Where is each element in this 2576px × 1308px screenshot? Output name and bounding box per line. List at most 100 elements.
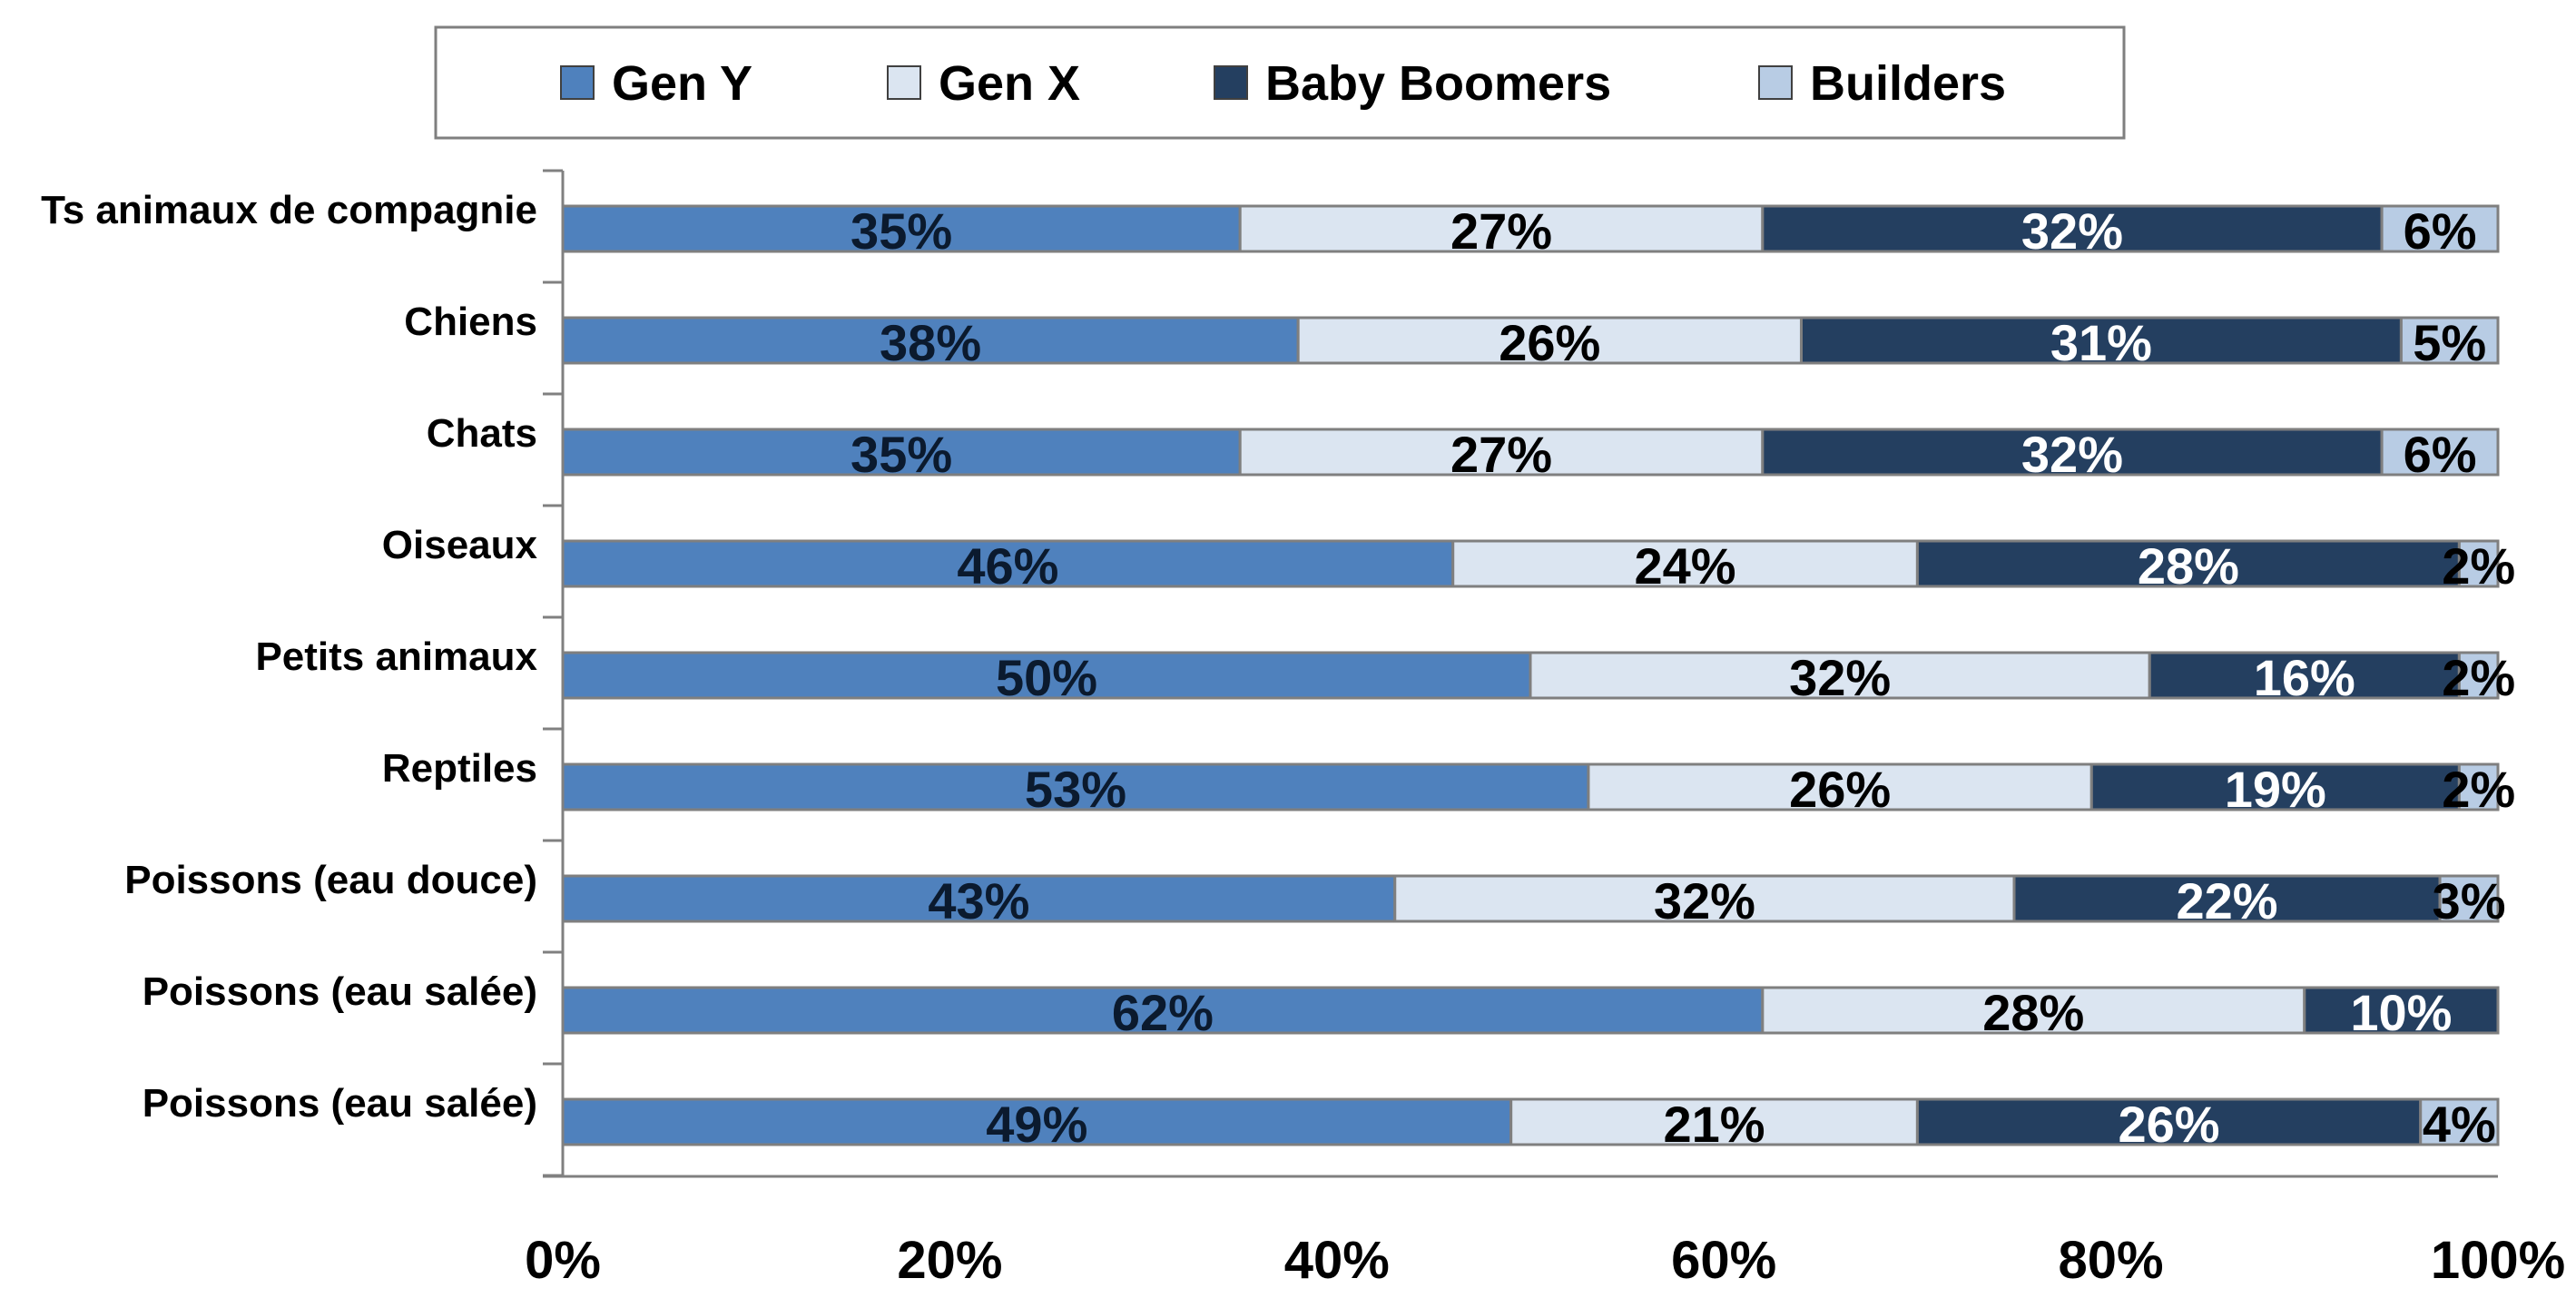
data-label-gen-x-3: 27% xyxy=(1450,426,1552,483)
bar-row-6: 53% 26% 19% 2% xyxy=(561,761,2515,818)
data-label-gen-y-4: 46% xyxy=(957,537,1058,595)
data-label-gen-x-7: 32% xyxy=(1654,872,1755,929)
bar-row-9: 49% 21% 26% 4% xyxy=(561,1096,2500,1153)
data-label-builders-4: 2% xyxy=(2442,537,2515,595)
category-label-5: Petits animaux xyxy=(255,634,537,679)
legend: Gen Y Gen X Baby Boomers Builders xyxy=(434,25,2126,140)
bar-gen-x-7 xyxy=(1393,874,2016,923)
legend-item-gen-y: Gen Y xyxy=(560,56,752,111)
data-label-baby-boomers-5: 16% xyxy=(2254,649,2355,706)
bar-builders-4 xyxy=(2457,539,2500,588)
bar-builders-3 xyxy=(2380,428,2500,477)
data-label-baby-boomers-9: 26% xyxy=(2119,1096,2220,1153)
data-label-gen-y-2: 38% xyxy=(880,314,981,371)
bar-gen-x-8 xyxy=(1761,986,2306,1035)
legend-label-baby-boomers: Baby Boomers xyxy=(1265,56,1611,111)
data-label-gen-y-1: 35% xyxy=(850,202,952,260)
data-label-baby-boomers-7: 22% xyxy=(2176,872,2277,929)
legend-item-builders: Builders xyxy=(1758,56,2006,111)
bar-builders-9 xyxy=(2419,1097,2500,1146)
bar-gen-y-6 xyxy=(561,762,1590,811)
legend-item-gen-x: Gen X xyxy=(887,56,1080,111)
x-tick-label-5: 100% xyxy=(2431,1231,2565,1290)
bar-row-5: 50% 32% 16% 2% xyxy=(561,649,2515,706)
bar-gen-y-1 xyxy=(561,204,1242,253)
bar-row-1: 35% 27% 32% 6% xyxy=(561,202,2500,260)
category-label-7: Poissons (eau douce) xyxy=(124,858,537,902)
data-label-builders-7: 3% xyxy=(2433,872,2506,929)
x-tick-label-0: 0% xyxy=(525,1231,601,1290)
legend-swatch-gen-y xyxy=(560,65,595,100)
x-tick-label-2: 40% xyxy=(1284,1231,1390,1290)
bar-builders-2 xyxy=(2399,316,2500,365)
legend-swatch-builders xyxy=(1758,65,1793,100)
data-label-gen-y-9: 49% xyxy=(986,1096,1087,1153)
category-label-3: Chats xyxy=(427,411,537,456)
bar-builders-7 xyxy=(2438,874,2500,923)
data-label-baby-boomers-2: 31% xyxy=(2050,314,2152,371)
legend-swatch-baby-boomers xyxy=(1214,65,1248,100)
bars: 35% 27% 32% 6% 38% 26% 31% 5% 35% 27% 32% 6% 46% 24% 2… xyxy=(561,202,2515,1153)
bar-baby-boomers-2 xyxy=(1799,316,2403,365)
data-label-gen-x-9: 21% xyxy=(1663,1096,1765,1153)
data-label-gen-x-2: 26% xyxy=(1499,314,1600,371)
bar-gen-y-5 xyxy=(561,651,1532,700)
bar-row-7: 43% 32% 22% 3% xyxy=(561,872,2506,929)
bar-gen-x-5 xyxy=(1529,651,2151,700)
data-label-baby-boomers-4: 28% xyxy=(2138,537,2239,595)
bar-row-8: 62% 28% 10% xyxy=(561,984,2500,1041)
bar-baby-boomers-6 xyxy=(2089,762,2461,811)
axes: Ts animaux de compagnie Chiens Chats Oiseau… xyxy=(41,169,2565,1290)
x-tick-label-1: 20% xyxy=(897,1231,1002,1290)
bar-row-3: 35% 27% 32% 6% xyxy=(561,426,2500,483)
data-label-baby-boomers-8: 10% xyxy=(2350,984,2452,1041)
category-label-2: Chiens xyxy=(404,300,537,344)
category-label-6: Reptiles xyxy=(382,746,537,791)
data-label-builders-1: 6% xyxy=(2404,202,2477,260)
data-label-gen-x-4: 24% xyxy=(1635,537,1736,595)
x-tick-label-3: 60% xyxy=(1671,1231,1776,1290)
legend-item-baby-boomers: Baby Boomers xyxy=(1214,56,1611,111)
bar-baby-boomers-8 xyxy=(2303,986,2500,1035)
category-label-1: Ts animaux de compagnie xyxy=(41,188,537,232)
category-label-8: Poissons (eau salée) xyxy=(143,969,537,1014)
data-label-gen-x-8: 28% xyxy=(1982,984,2084,1041)
bar-gen-x-2 xyxy=(1296,316,1803,365)
data-label-baby-boomers-3: 32% xyxy=(2021,426,2123,483)
data-label-builders-2: 5% xyxy=(2413,314,2486,371)
bar-gen-y-8 xyxy=(561,986,1765,1035)
data-label-gen-y-7: 43% xyxy=(928,872,1029,929)
data-label-builders-3: 6% xyxy=(2404,426,2477,483)
bar-gen-x-6 xyxy=(1587,762,2093,811)
bar-builders-5 xyxy=(2457,651,2500,700)
data-label-gen-y-3: 35% xyxy=(850,426,952,483)
legend-swatch-gen-x xyxy=(887,65,921,100)
data-label-gen-x-6: 26% xyxy=(1789,761,1891,818)
data-label-gen-y-8: 62% xyxy=(1112,984,1214,1041)
bar-builders-6 xyxy=(2457,762,2500,811)
data-label-gen-y-6: 53% xyxy=(1025,761,1126,818)
bar-row-4: 46% 24% 28% 2% xyxy=(561,537,2515,595)
data-label-builders-6: 2% xyxy=(2442,761,2515,818)
legend-label-gen-x: Gen X xyxy=(939,56,1080,111)
data-label-builders-5: 2% xyxy=(2442,649,2515,706)
data-label-baby-boomers-6: 19% xyxy=(2225,761,2326,818)
x-tick-label-4: 80% xyxy=(2059,1231,2164,1290)
bar-baby-boomers-5 xyxy=(2148,651,2461,700)
bar-builders-1 xyxy=(2380,204,2500,253)
data-label-gen-x-5: 32% xyxy=(1789,649,1891,706)
bar-gen-x-1 xyxy=(1238,204,1765,253)
legend-label-builders: Builders xyxy=(1810,56,2006,111)
bar-gen-y-9 xyxy=(561,1097,1513,1146)
data-label-builders-9: 4% xyxy=(2423,1096,2496,1153)
category-label-4: Oiseaux xyxy=(382,523,538,567)
legend-label-gen-y: Gen Y xyxy=(612,56,752,111)
data-label-gen-y-5: 50% xyxy=(996,649,1097,706)
bar-row-2: 38% 26% 31% 5% xyxy=(561,314,2500,371)
legend-box xyxy=(434,25,2126,140)
category-label-9: Poissons (eau salée) xyxy=(143,1081,537,1126)
bar-baby-boomers-3 xyxy=(1761,428,2384,477)
bar-baby-boomers-1 xyxy=(1761,204,2384,253)
